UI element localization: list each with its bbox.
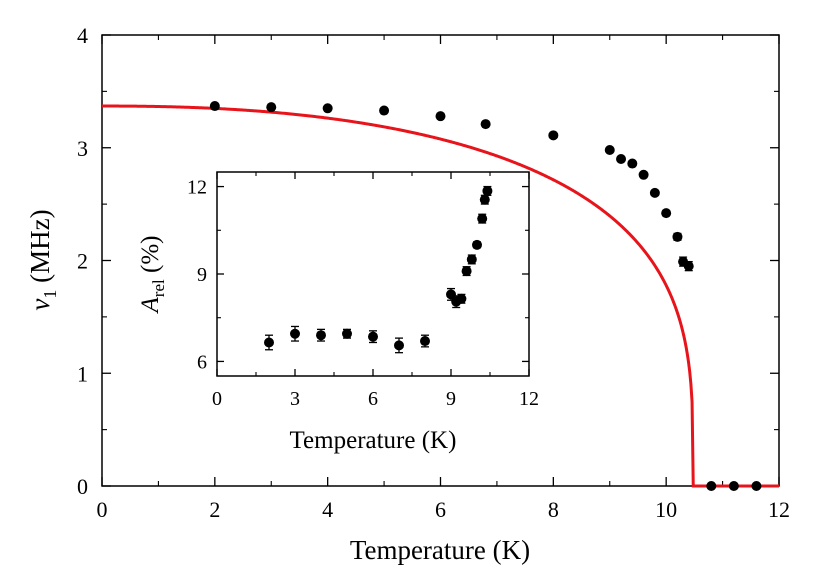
x-tick-label: 4 xyxy=(322,497,333,522)
data-point xyxy=(316,330,326,341)
data-point xyxy=(456,293,467,304)
main-fit-layer xyxy=(102,104,779,488)
data-point xyxy=(209,101,220,112)
data-point xyxy=(322,103,333,114)
data-point xyxy=(480,119,491,130)
data-point xyxy=(394,340,404,351)
inset-x-axis-title: Temperature (K) xyxy=(290,427,457,454)
x-tick-label: 0 xyxy=(97,497,108,522)
x-tick-label: 2 xyxy=(209,497,220,522)
inset-data-points xyxy=(264,185,493,354)
data-point xyxy=(751,481,762,491)
x-tick-label: 6 xyxy=(368,388,378,410)
data-point xyxy=(342,328,352,339)
data-point xyxy=(706,481,717,491)
data-point xyxy=(728,481,739,491)
data-point xyxy=(661,208,672,219)
y-tick-label: 4 xyxy=(77,23,88,48)
data-point xyxy=(368,331,378,342)
data-point xyxy=(604,145,615,156)
data-point xyxy=(461,266,472,277)
x-tick-label: 12 xyxy=(519,388,539,410)
data-point xyxy=(672,231,683,242)
data-point xyxy=(683,261,694,272)
data-point xyxy=(649,187,660,198)
y-tick-label: 9 xyxy=(197,264,207,286)
data-point xyxy=(548,130,559,141)
x-tick-label: 3 xyxy=(290,388,300,410)
inset-plot: 0 3 6 9 12 6 9 12 Temperature (K) Arel (%) xyxy=(137,171,539,454)
y-tick-label: 3 xyxy=(77,136,88,161)
x-tick-label: 8 xyxy=(548,497,559,522)
data-point xyxy=(479,194,490,205)
main-data-points xyxy=(209,101,762,491)
main-y-axis-unit: (MHz) xyxy=(25,209,55,289)
data-point xyxy=(290,328,300,339)
y-tick-label: 2 xyxy=(77,249,88,274)
data-point xyxy=(472,239,482,250)
data-point xyxy=(264,337,274,348)
y-tick-label: 6 xyxy=(197,351,207,373)
x-tick-label: 9 xyxy=(446,388,456,410)
x-tick-label: 6 xyxy=(435,497,446,522)
data-point xyxy=(638,169,649,180)
data-point xyxy=(477,213,488,224)
data-point xyxy=(482,185,493,196)
y-tick-label: 12 xyxy=(187,177,207,199)
inset-y-axis-symbol: A xyxy=(137,296,164,314)
y-tick-label: 1 xyxy=(77,361,88,386)
x-tick-label: 10 xyxy=(655,497,677,522)
fit-curve xyxy=(102,104,779,488)
x-tick-label: 0 xyxy=(212,388,222,410)
data-point xyxy=(446,289,456,300)
data-point xyxy=(379,105,390,116)
data-point xyxy=(466,254,477,265)
data-point xyxy=(266,102,277,113)
data-point xyxy=(420,336,430,347)
x-tick-label: 12 xyxy=(768,497,790,522)
main-y-axis-subscript: 1 xyxy=(40,290,60,299)
data-point xyxy=(627,158,638,169)
data-point xyxy=(616,154,627,165)
inset-y-axis-subscript: rel xyxy=(149,279,168,297)
main-y-axis-title: ν1 (MHz) xyxy=(25,209,60,310)
data-point xyxy=(435,111,446,122)
main-x-axis-title: Temperature (K) xyxy=(350,535,530,565)
inset-y-axis-unit: (%) xyxy=(137,236,164,280)
inset-axis-ticks: 0 3 6 9 12 6 9 12 xyxy=(187,172,539,410)
y-tick-label: 0 xyxy=(77,474,88,499)
main-y-axis-symbol: ν xyxy=(25,299,55,311)
inset-y-axis-title: Arel (%) xyxy=(137,236,168,315)
